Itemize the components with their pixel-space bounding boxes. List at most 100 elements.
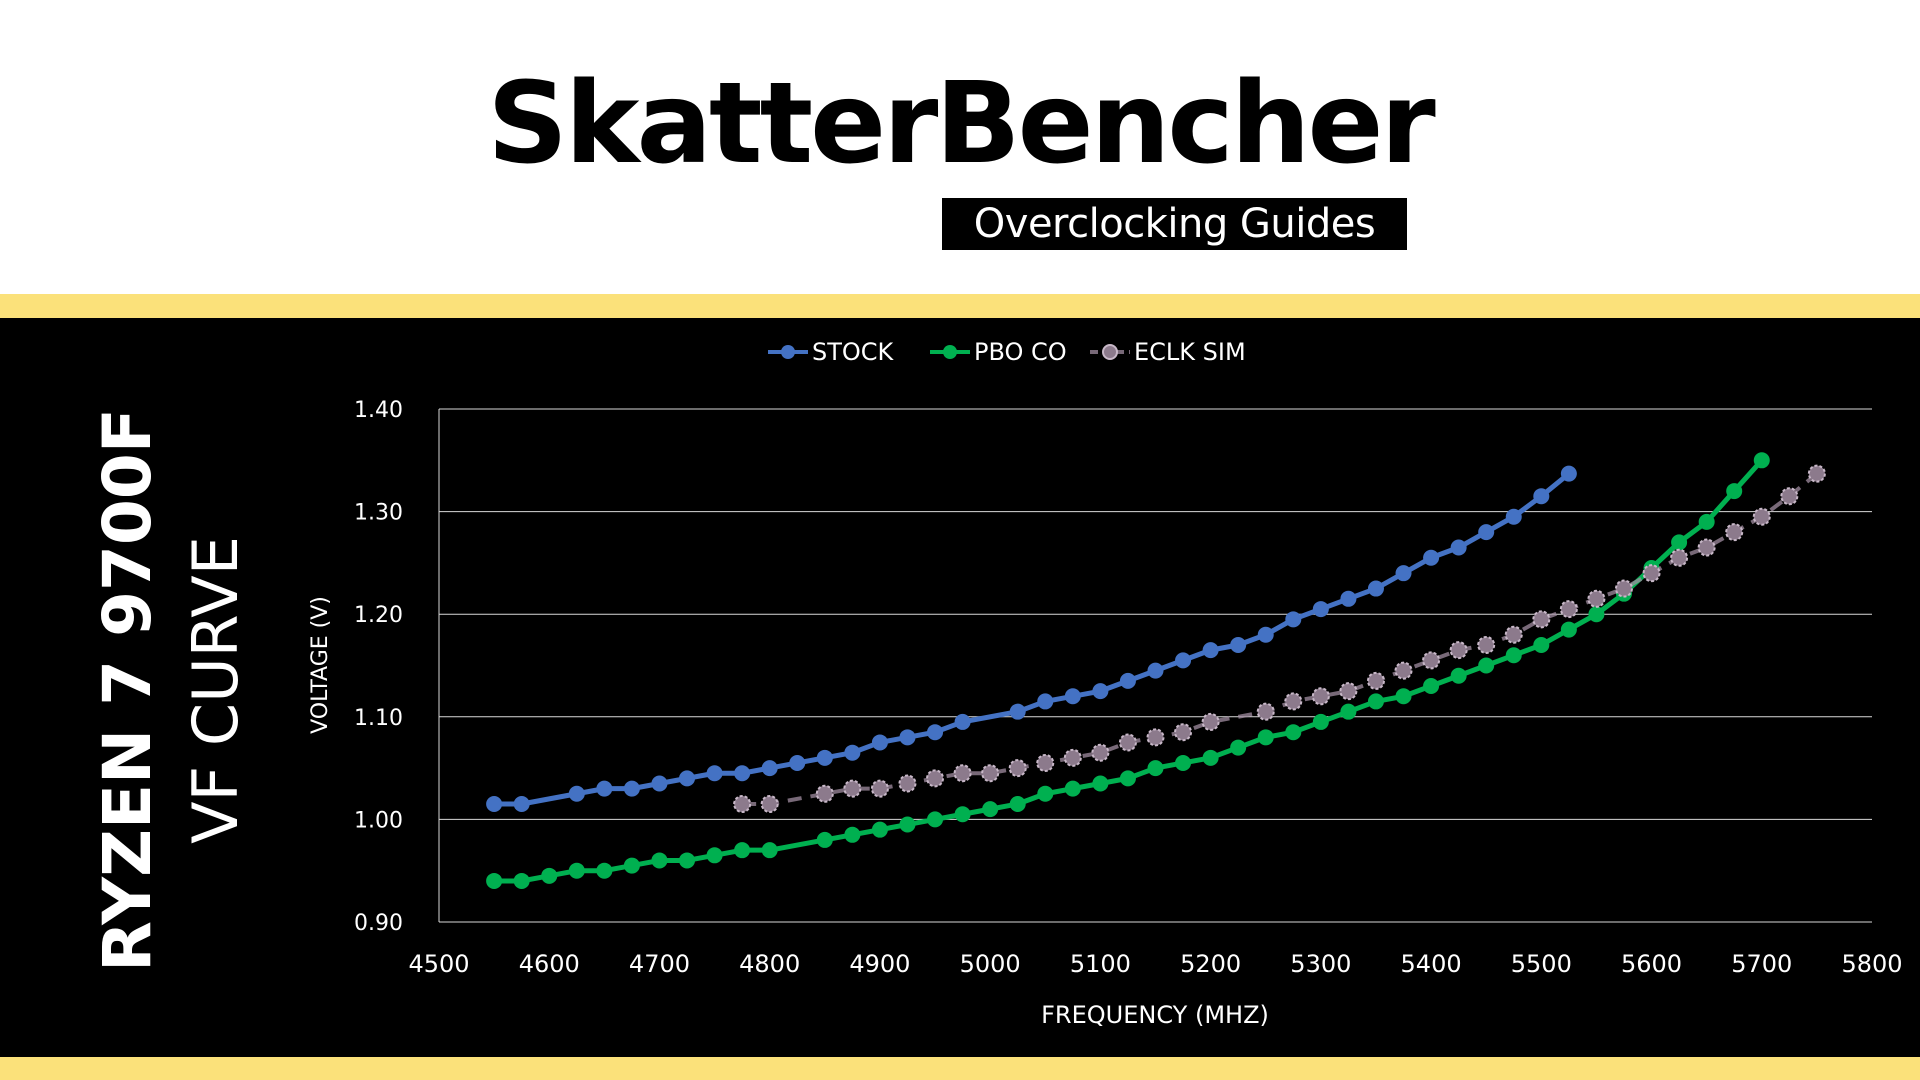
- data-point: [1312, 713, 1329, 730]
- bottom-band: [0, 1057, 1920, 1080]
- data-point: [1256, 702, 1275, 721]
- y-tick-label: 1.00: [354, 808, 403, 833]
- data-point: [1119, 770, 1136, 787]
- y-tick-label: 0.90: [354, 911, 403, 936]
- data-point: [1505, 508, 1522, 525]
- data-point: [1284, 692, 1303, 711]
- data-point: [871, 821, 888, 838]
- data-point: [899, 816, 916, 833]
- data-point: [1311, 687, 1330, 706]
- data-point: [568, 862, 585, 879]
- data-point: [1478, 524, 1495, 541]
- x-tick-label: 4500: [408, 950, 469, 978]
- data-point: [1532, 610, 1551, 629]
- data-point: [1175, 652, 1192, 669]
- data-point: [734, 765, 751, 782]
- data-point: [1092, 683, 1109, 700]
- x-tick-label: 4900: [849, 950, 910, 978]
- data-point: [1367, 693, 1384, 710]
- data-point: [1726, 483, 1743, 500]
- data-point: [927, 811, 944, 828]
- data-point: [954, 806, 971, 823]
- data-point: [734, 842, 751, 859]
- data-point: [623, 780, 640, 797]
- data-point: [1257, 729, 1274, 746]
- data-point: [679, 852, 696, 869]
- data-point: [1285, 611, 1302, 628]
- x-tick-label: 5000: [960, 950, 1021, 978]
- data-point: [982, 801, 999, 818]
- data-point: [706, 765, 723, 782]
- data-point: [761, 842, 778, 859]
- data-point: [1174, 723, 1193, 742]
- data-point: [1339, 682, 1358, 701]
- data-point: [1008, 759, 1027, 778]
- data-point: [789, 754, 806, 771]
- data-point: [1450, 539, 1467, 556]
- data-point: [1670, 548, 1689, 567]
- chart-panel: [0, 318, 1920, 1057]
- data-point: [1175, 754, 1192, 771]
- data-point: [815, 784, 834, 803]
- legend-marker: [1102, 344, 1118, 360]
- data-point: [1725, 523, 1744, 542]
- data-point: [1037, 693, 1054, 710]
- data-point: [1450, 667, 1467, 684]
- data-point: [1147, 760, 1164, 777]
- data-point: [1118, 733, 1137, 752]
- logo-subtitle: Overclocking Guides: [942, 198, 1407, 250]
- data-point: [843, 779, 862, 798]
- data-point: [898, 774, 917, 793]
- logo-title: SkatterBencher: [487, 59, 1435, 189]
- legend-marker: [943, 345, 957, 359]
- data-point: [1560, 621, 1577, 638]
- data-point: [706, 847, 723, 864]
- x-axis-title: FREQUENCY (MHZ): [1041, 1001, 1269, 1029]
- data-point: [1367, 580, 1384, 597]
- x-tick-label: 5800: [1841, 950, 1902, 978]
- data-point: [1504, 625, 1523, 644]
- data-point: [623, 857, 640, 874]
- data-point: [1807, 464, 1826, 483]
- data-point: [761, 760, 778, 777]
- legend-label: ECLK SIM: [1134, 338, 1246, 366]
- data-point: [1533, 636, 1550, 653]
- legend-label: STOCK: [812, 338, 895, 366]
- data-point: [1671, 534, 1688, 551]
- y-tick-label: 1.20: [354, 603, 403, 628]
- y-axis-title: VOLTAGE (V): [308, 596, 333, 734]
- data-point: [1230, 739, 1247, 756]
- x-tick-label: 4800: [739, 950, 800, 978]
- data-point: [1780, 487, 1799, 506]
- data-point: [1009, 703, 1026, 720]
- data-point: [1505, 647, 1522, 664]
- data-point: [1753, 452, 1770, 469]
- series-line-pbo-co: [494, 458, 1764, 884]
- data-point: [486, 796, 503, 813]
- y-tick-label: 1.10: [354, 706, 403, 731]
- data-point: [844, 744, 861, 761]
- x-tick-label: 4700: [629, 950, 690, 978]
- data-point: [981, 764, 1000, 783]
- data-point: [1285, 724, 1302, 741]
- data-point: [1559, 600, 1578, 619]
- data-point: [1064, 780, 1081, 797]
- data-point: [844, 826, 861, 843]
- data-point: [816, 831, 833, 848]
- data-point: [899, 729, 916, 746]
- data-point: [954, 713, 971, 730]
- data-point: [1560, 465, 1577, 482]
- data-point: [1395, 565, 1412, 582]
- data-point: [1202, 749, 1219, 766]
- data-point: [1257, 626, 1274, 643]
- y-tick-label: 1.30: [354, 501, 403, 526]
- data-point: [1037, 785, 1054, 802]
- data-point: [816, 749, 833, 766]
- data-point: [1312, 601, 1329, 618]
- data-point: [760, 795, 779, 814]
- data-point: [1423, 678, 1440, 695]
- data-point: [568, 785, 585, 802]
- data-point: [1478, 657, 1495, 674]
- data-point: [541, 867, 558, 884]
